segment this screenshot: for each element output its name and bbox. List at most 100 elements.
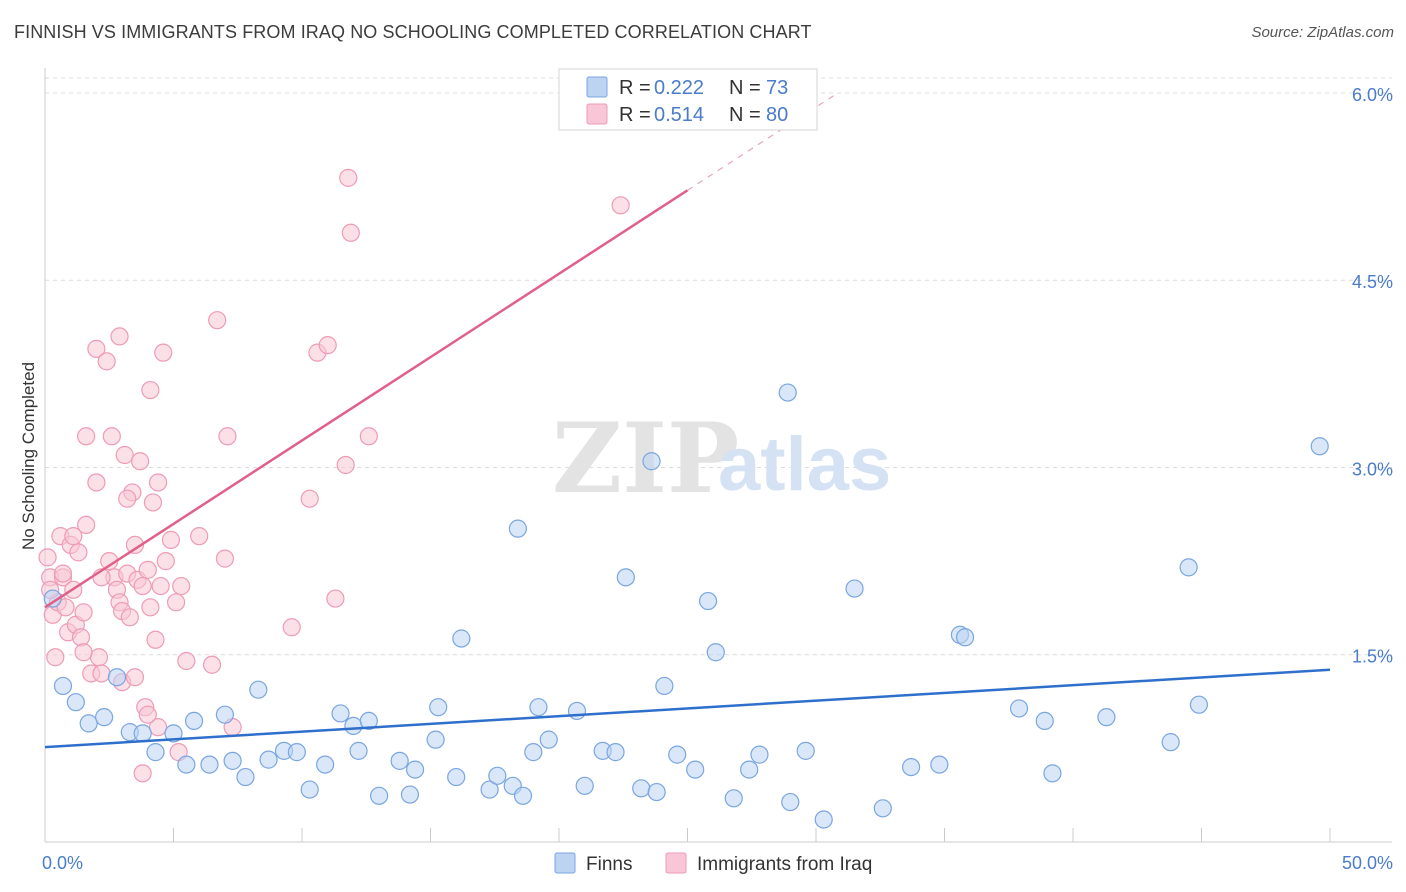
finns-point	[606, 743, 625, 762]
finns-point	[359, 711, 378, 731]
finns-point	[488, 766, 507, 785]
finns-point	[539, 730, 558, 749]
iraq-point	[133, 764, 152, 783]
iraq-point	[202, 655, 222, 674]
finns-point	[400, 785, 420, 804]
iraq-point	[46, 648, 65, 667]
iraq-point	[190, 527, 209, 546]
finns-point	[642, 452, 661, 471]
finns-point	[955, 628, 975, 647]
finns-point	[215, 705, 234, 724]
iraq-point	[77, 427, 96, 446]
iraq-point	[102, 427, 121, 446]
iraq-point	[74, 643, 93, 662]
iraq-point	[339, 168, 358, 187]
finns-point	[706, 643, 725, 662]
legend-r-value-iraq: 0.514	[654, 104, 704, 126]
chart-title: FINNISH VS IMMIGRANTS FROM IRAQ NO SCHOO…	[14, 22, 812, 42]
finns-point	[164, 724, 183, 743]
bottom-legend-label-iraq: Immigrants from Iraq	[697, 854, 872, 875]
iraq-point	[143, 493, 163, 512]
iraq-point	[138, 705, 157, 724]
iraq-point	[336, 455, 355, 475]
chart-source: Source: ZipAtlas.com	[1251, 24, 1394, 41]
axis-layer	[44, 68, 1392, 843]
legend-swatch-finns	[586, 76, 608, 98]
finns-point	[740, 760, 759, 779]
legend-bottom: Finns Immigrants from Iraq	[554, 852, 872, 875]
legend-r-label-iraq: R =	[619, 104, 651, 126]
finns-point	[781, 792, 800, 812]
x-tick-label-left: 0.0%	[42, 853, 83, 873]
iraq-point	[177, 651, 196, 671]
watermark-atlas: atlas	[718, 422, 891, 507]
finns-point	[95, 708, 114, 727]
finns-point	[1310, 437, 1329, 456]
iraq-point	[300, 489, 319, 508]
iraq-point	[92, 664, 111, 683]
points-layer	[38, 168, 1329, 829]
iraq-point	[341, 223, 360, 242]
finns-point	[287, 743, 306, 762]
iraq-point	[120, 608, 139, 627]
y-tick-label: 1.5%	[1352, 647, 1393, 667]
finns-point	[686, 760, 705, 779]
iraq-point	[215, 549, 234, 568]
iraq-point	[151, 576, 170, 596]
iraq-point	[208, 311, 227, 330]
bottom-legend-label-finns: Finns	[586, 854, 632, 875]
finns-point	[750, 745, 769, 764]
legend-n-label-finns: N =	[729, 77, 761, 99]
iraq-point	[77, 515, 96, 535]
iraq-point	[125, 668, 145, 687]
bottom-legend-swatch-iraq	[665, 852, 687, 874]
finns-point	[133, 724, 152, 743]
finns-point	[796, 741, 815, 760]
iraq-point	[318, 336, 337, 355]
iraq-point	[74, 603, 93, 622]
finns-point	[698, 591, 718, 611]
legend-top: R = 0.222 N = 73 R = 0.514 N = 80	[558, 68, 818, 131]
iraq-point	[282, 618, 301, 637]
finns-point	[1097, 708, 1116, 727]
iraq-point	[110, 327, 129, 346]
finns-point	[53, 676, 73, 696]
iraq-point	[611, 196, 630, 215]
iraq-point	[87, 339, 106, 358]
iraq-point	[161, 530, 181, 549]
finns-point	[632, 779, 651, 798]
finns-point	[480, 780, 499, 799]
iraq-point	[118, 489, 137, 508]
finns-point	[567, 701, 587, 721]
finns-point	[429, 698, 448, 717]
finns-point	[236, 767, 255, 787]
iraq-point	[148, 473, 168, 492]
legend-r-label-finns: R =	[619, 77, 651, 99]
finns-point	[901, 757, 921, 777]
finns-point	[1043, 764, 1062, 783]
finns-point	[655, 676, 674, 696]
finns-point	[814, 810, 833, 829]
finns-point	[79, 714, 98, 733]
finns-point	[331, 704, 350, 723]
iraq-point	[148, 718, 168, 737]
legend-r-value-finns: 0.222	[654, 77, 704, 99]
legend-n-value-iraq: 80	[766, 104, 788, 126]
finns-point	[575, 776, 594, 795]
finns-point	[778, 383, 797, 402]
finns-point	[43, 589, 62, 608]
finns-point	[845, 579, 864, 598]
y-tick-label: 4.5%	[1352, 272, 1393, 292]
iraq-point	[69, 543, 88, 562]
legend-n-label-iraq: N =	[729, 104, 761, 126]
iraq-point	[218, 427, 237, 446]
iraq-trend-line	[44, 189, 689, 609]
finns-point	[447, 767, 466, 787]
finns-point	[184, 711, 204, 731]
finns-point	[724, 789, 743, 808]
iraq-point	[156, 552, 175, 571]
finns-point	[1009, 699, 1029, 718]
finns-point	[426, 730, 445, 749]
iraq-point	[133, 576, 152, 596]
